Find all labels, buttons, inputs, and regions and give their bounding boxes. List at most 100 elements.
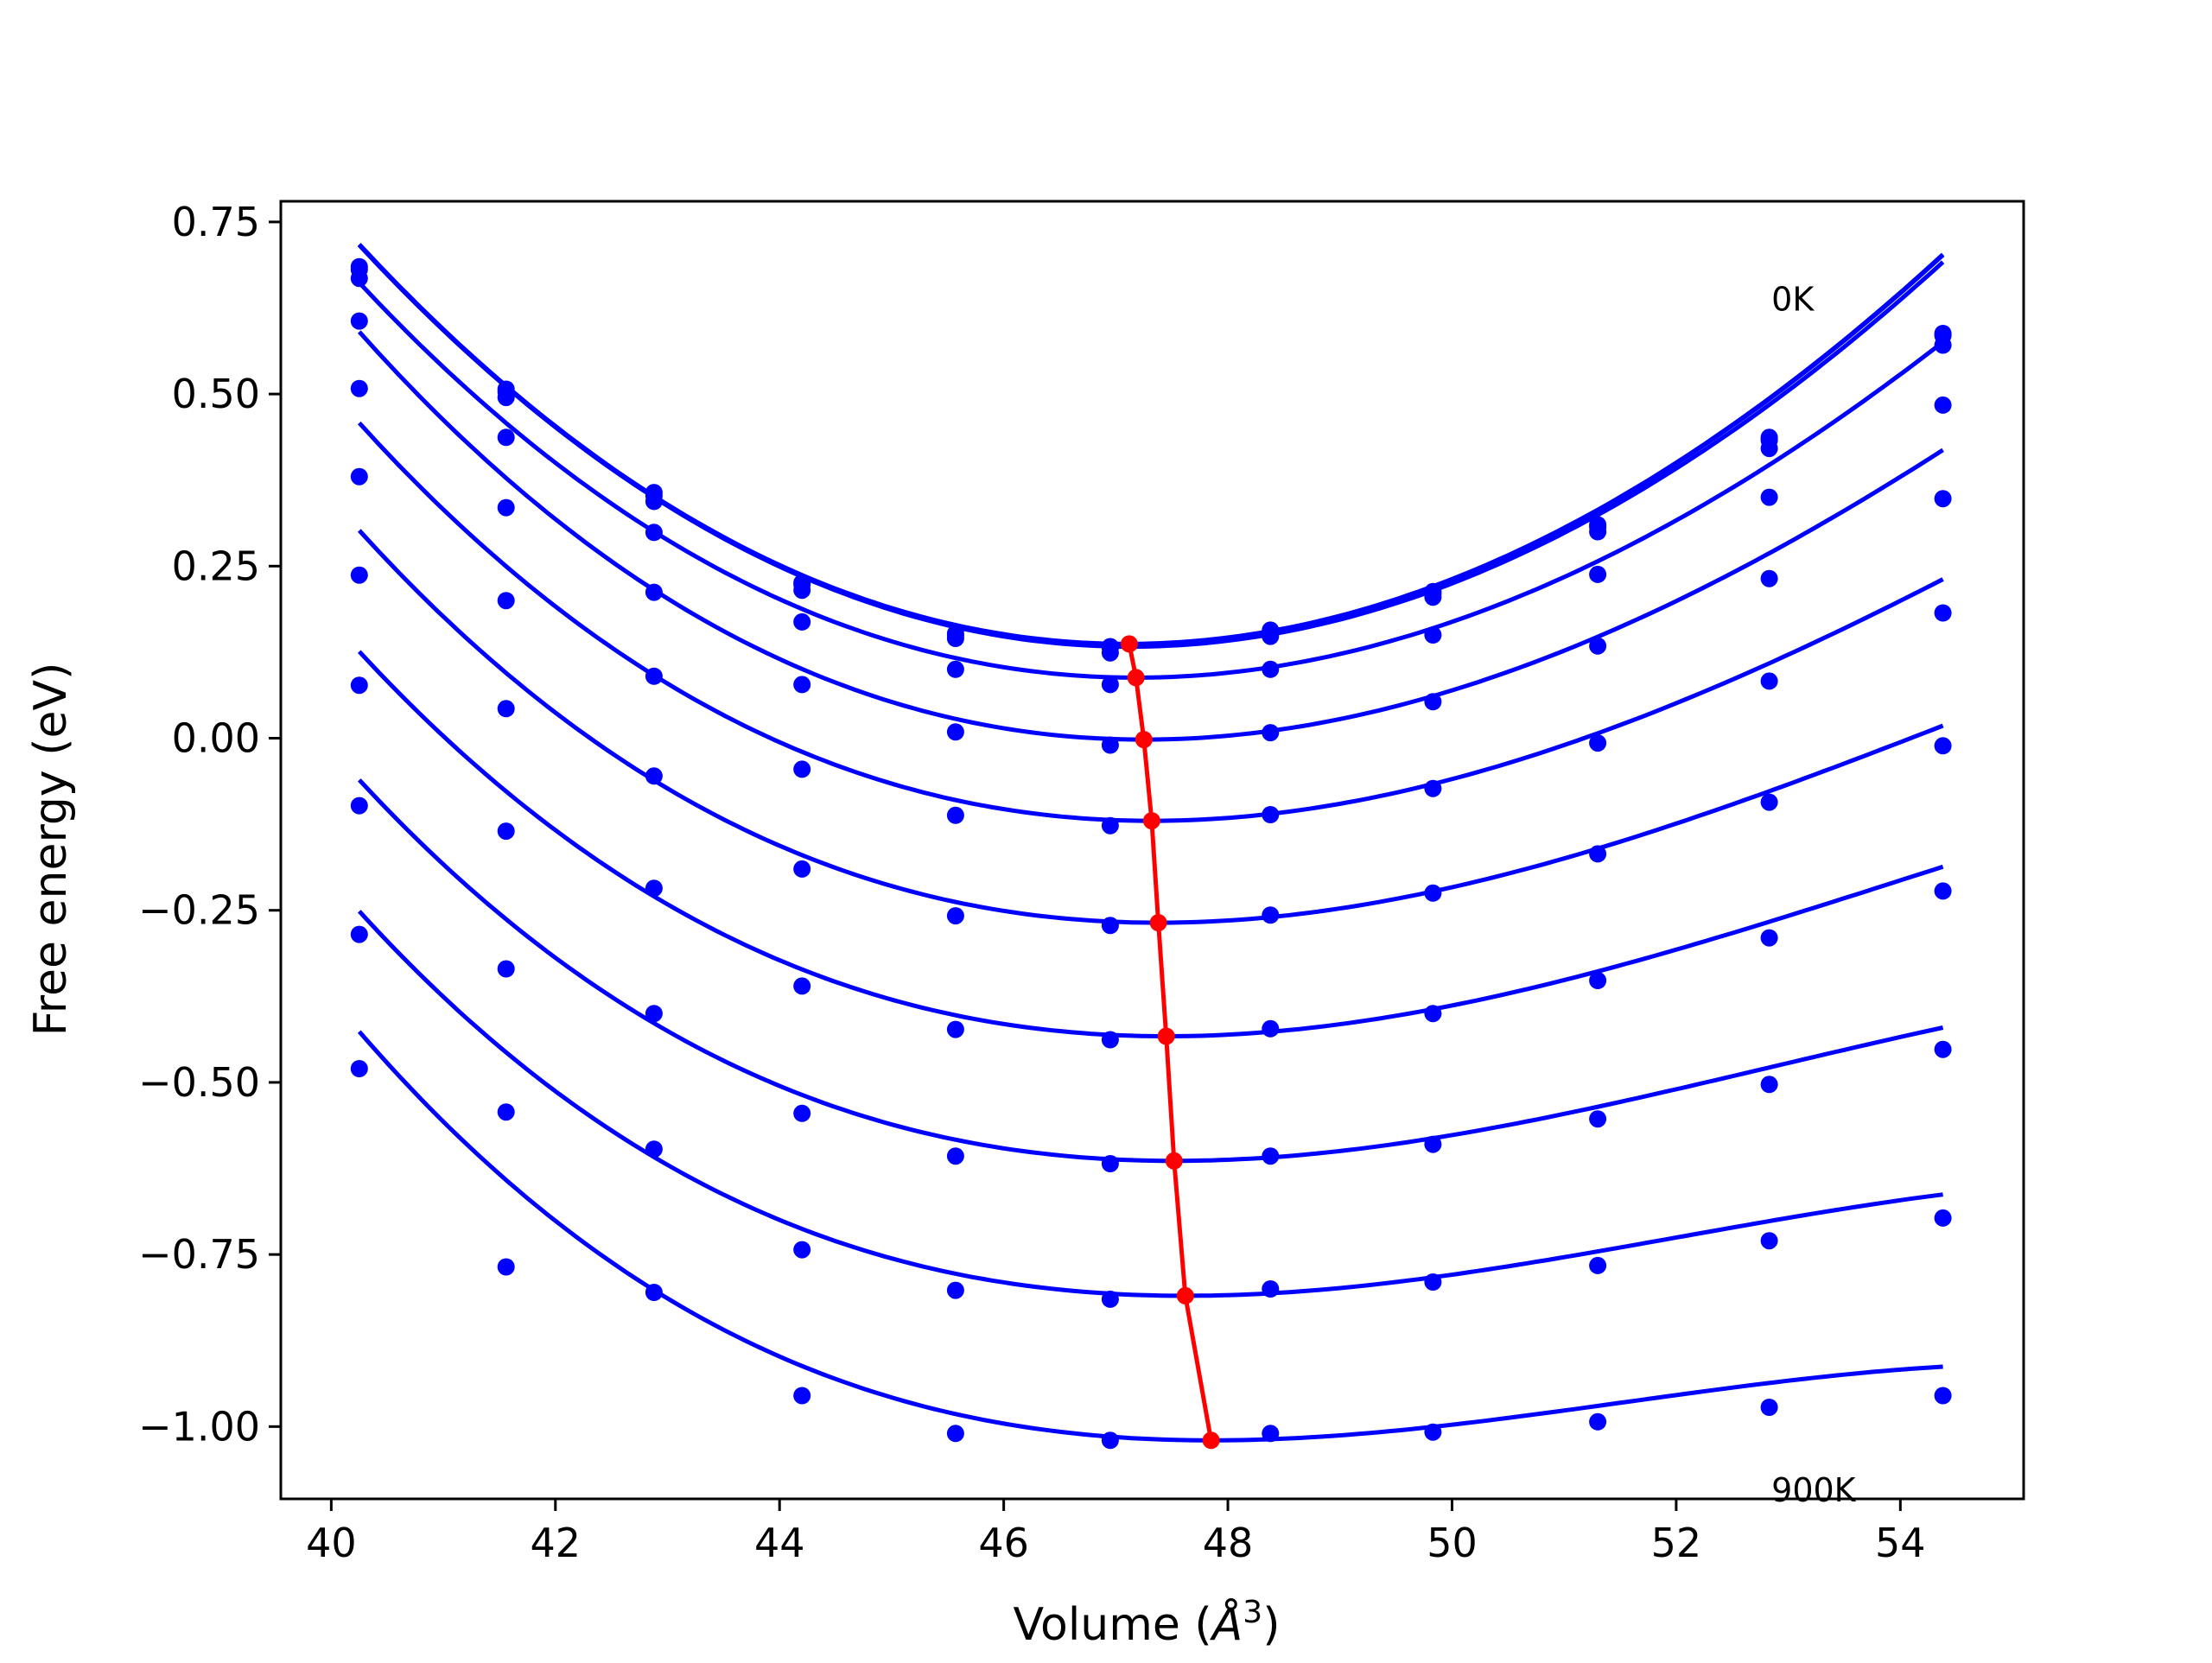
data-point-s10-p3 (793, 1387, 811, 1405)
data-point-s7-p1 (497, 822, 515, 841)
fit-curve-9 (357, 910, 1943, 1298)
minimum-point-2 (1135, 731, 1153, 749)
data-point-s2-p10 (1934, 336, 1952, 354)
data-point-s6-p9 (1760, 793, 1778, 811)
data-point-s9-p3 (793, 1241, 811, 1259)
annotations-layer: 0K 900K (1771, 281, 1857, 1509)
data-point-s7-p2 (645, 879, 663, 898)
curves-layer (357, 243, 1945, 1443)
fit-curve-3 (357, 281, 1945, 680)
data-point-s8-p8 (1589, 1110, 1607, 1128)
data-point-s3-p6 (1262, 660, 1280, 678)
y-tick-label: 0.50 (172, 371, 260, 417)
data-point-s4-p6 (1262, 724, 1280, 742)
data-point-s8-p6 (1262, 1147, 1280, 1165)
y-tick-label: −0.50 (138, 1059, 260, 1106)
data-point-s9-p0 (350, 925, 368, 943)
data-point-s9-p2 (645, 1140, 663, 1158)
minimum-point-4 (1149, 914, 1167, 932)
data-point-s3-p5 (1101, 676, 1119, 694)
data-point-s5-p9 (1760, 672, 1778, 690)
y-tick-label: −0.75 (138, 1231, 260, 1278)
data-point-s5-p2 (645, 667, 663, 685)
x-tick-label: 44 (754, 1520, 805, 1566)
data-point-s3-p8 (1589, 565, 1607, 583)
x-axis-label: Volume (Å3) (1014, 1595, 1281, 1651)
data-point-s8-p10 (1934, 1040, 1952, 1058)
data-point-s8-p7 (1424, 1135, 1442, 1153)
data-point-s3-p4 (946, 660, 964, 678)
data-point-s10-p4 (946, 1425, 964, 1443)
data-point-s4-p4 (946, 723, 964, 741)
data-point-s5-p5 (1101, 816, 1119, 835)
x-axis-ticks: 40 42 44 46 48 50 52 54 (306, 1499, 1926, 1566)
minimum-point-6 (1165, 1152, 1183, 1170)
data-point-s9-p6 (1262, 1280, 1280, 1298)
data-point-s10-p8 (1589, 1412, 1607, 1431)
x-tick-label: 46 (978, 1520, 1029, 1566)
fit-curve-10 (357, 1030, 1943, 1443)
data-point-s6-p6 (1262, 906, 1280, 924)
data-point-s8-p9 (1760, 1076, 1778, 1094)
data-point-s8-p3 (793, 1104, 811, 1122)
data-point-s2-p1 (497, 389, 515, 407)
data-point-s8-p1 (497, 960, 515, 978)
data-point-s9-p5 (1101, 1290, 1119, 1308)
data-point-s6-p7 (1424, 884, 1442, 902)
data-point-s6-p3 (793, 860, 811, 878)
data-point-s6-p2 (645, 767, 663, 785)
data-point-s2-p7 (1424, 588, 1442, 606)
y-axis-label: Free energy (eV) (25, 663, 77, 1037)
data-point-s2-p9 (1760, 440, 1778, 458)
data-point-s7-p5 (1101, 1031, 1119, 1049)
data-point-s7-p10 (1934, 882, 1952, 900)
data-point-s10-p7 (1424, 1423, 1442, 1441)
minimum-point-8 (1202, 1431, 1220, 1450)
data-point-s4-p1 (497, 498, 515, 517)
data-point-s6-p0 (350, 566, 368, 584)
data-point-s10-p0 (350, 1060, 368, 1077)
data-point-s3-p0 (350, 312, 368, 330)
minimum-point-5 (1157, 1027, 1175, 1045)
fit-curve-2 (357, 243, 1945, 649)
minimum-point-3 (1142, 812, 1160, 830)
y-tick-label: 0.00 (172, 715, 260, 762)
data-point-s8-p4 (946, 1147, 964, 1165)
data-point-s3-p10 (1934, 396, 1952, 414)
minimum-point-7 (1176, 1286, 1194, 1304)
minimum-point-1 (1127, 669, 1145, 687)
data-point-s2-p2 (645, 492, 663, 511)
x-tick-label: 54 (1875, 1520, 1926, 1566)
data-point-s10-p2 (645, 1284, 663, 1301)
data-point-s10-p1 (497, 1258, 515, 1276)
data-point-s6-p1 (497, 700, 515, 718)
data-point-s7-p9 (1760, 929, 1778, 947)
data-point-s7-p7 (1424, 1005, 1442, 1023)
data-point-s6-p4 (946, 907, 964, 925)
data-point-s5-p6 (1262, 806, 1280, 823)
data-point-s4-p5 (1101, 736, 1119, 754)
data-point-s9-p9 (1760, 1232, 1778, 1250)
data-point-s4-p0 (350, 379, 368, 397)
data-point-s7-p8 (1589, 972, 1607, 989)
data-point-s3-p7 (1424, 626, 1442, 644)
data-point-s5-p10 (1934, 604, 1952, 622)
data-point-s4-p2 (645, 583, 663, 601)
y-axis-ticks: 0.75 0.50 0.25 0.00 −0.25 −0.50 −0.75 −1.00 (138, 199, 281, 1450)
annotation-0: 0K (1771, 281, 1815, 319)
data-point-s3-p2 (645, 524, 663, 542)
y-tick-label: −1.00 (138, 1403, 260, 1450)
data-point-s2-p0 (350, 270, 368, 288)
x-tick-label: 50 (1427, 1520, 1478, 1566)
minimum-layer (1120, 635, 1220, 1450)
data-point-s2-p8 (1589, 523, 1607, 541)
data-point-s2-p4 (946, 630, 964, 647)
data-point-s9-p4 (946, 1281, 964, 1299)
data-point-s2-p3 (793, 581, 811, 600)
data-point-s4-p9 (1760, 569, 1778, 587)
data-point-s9-p8 (1589, 1256, 1607, 1274)
x-tick-label: 52 (1651, 1520, 1702, 1566)
data-point-s5-p1 (497, 592, 515, 610)
y-tick-label: −0.25 (138, 887, 260, 934)
